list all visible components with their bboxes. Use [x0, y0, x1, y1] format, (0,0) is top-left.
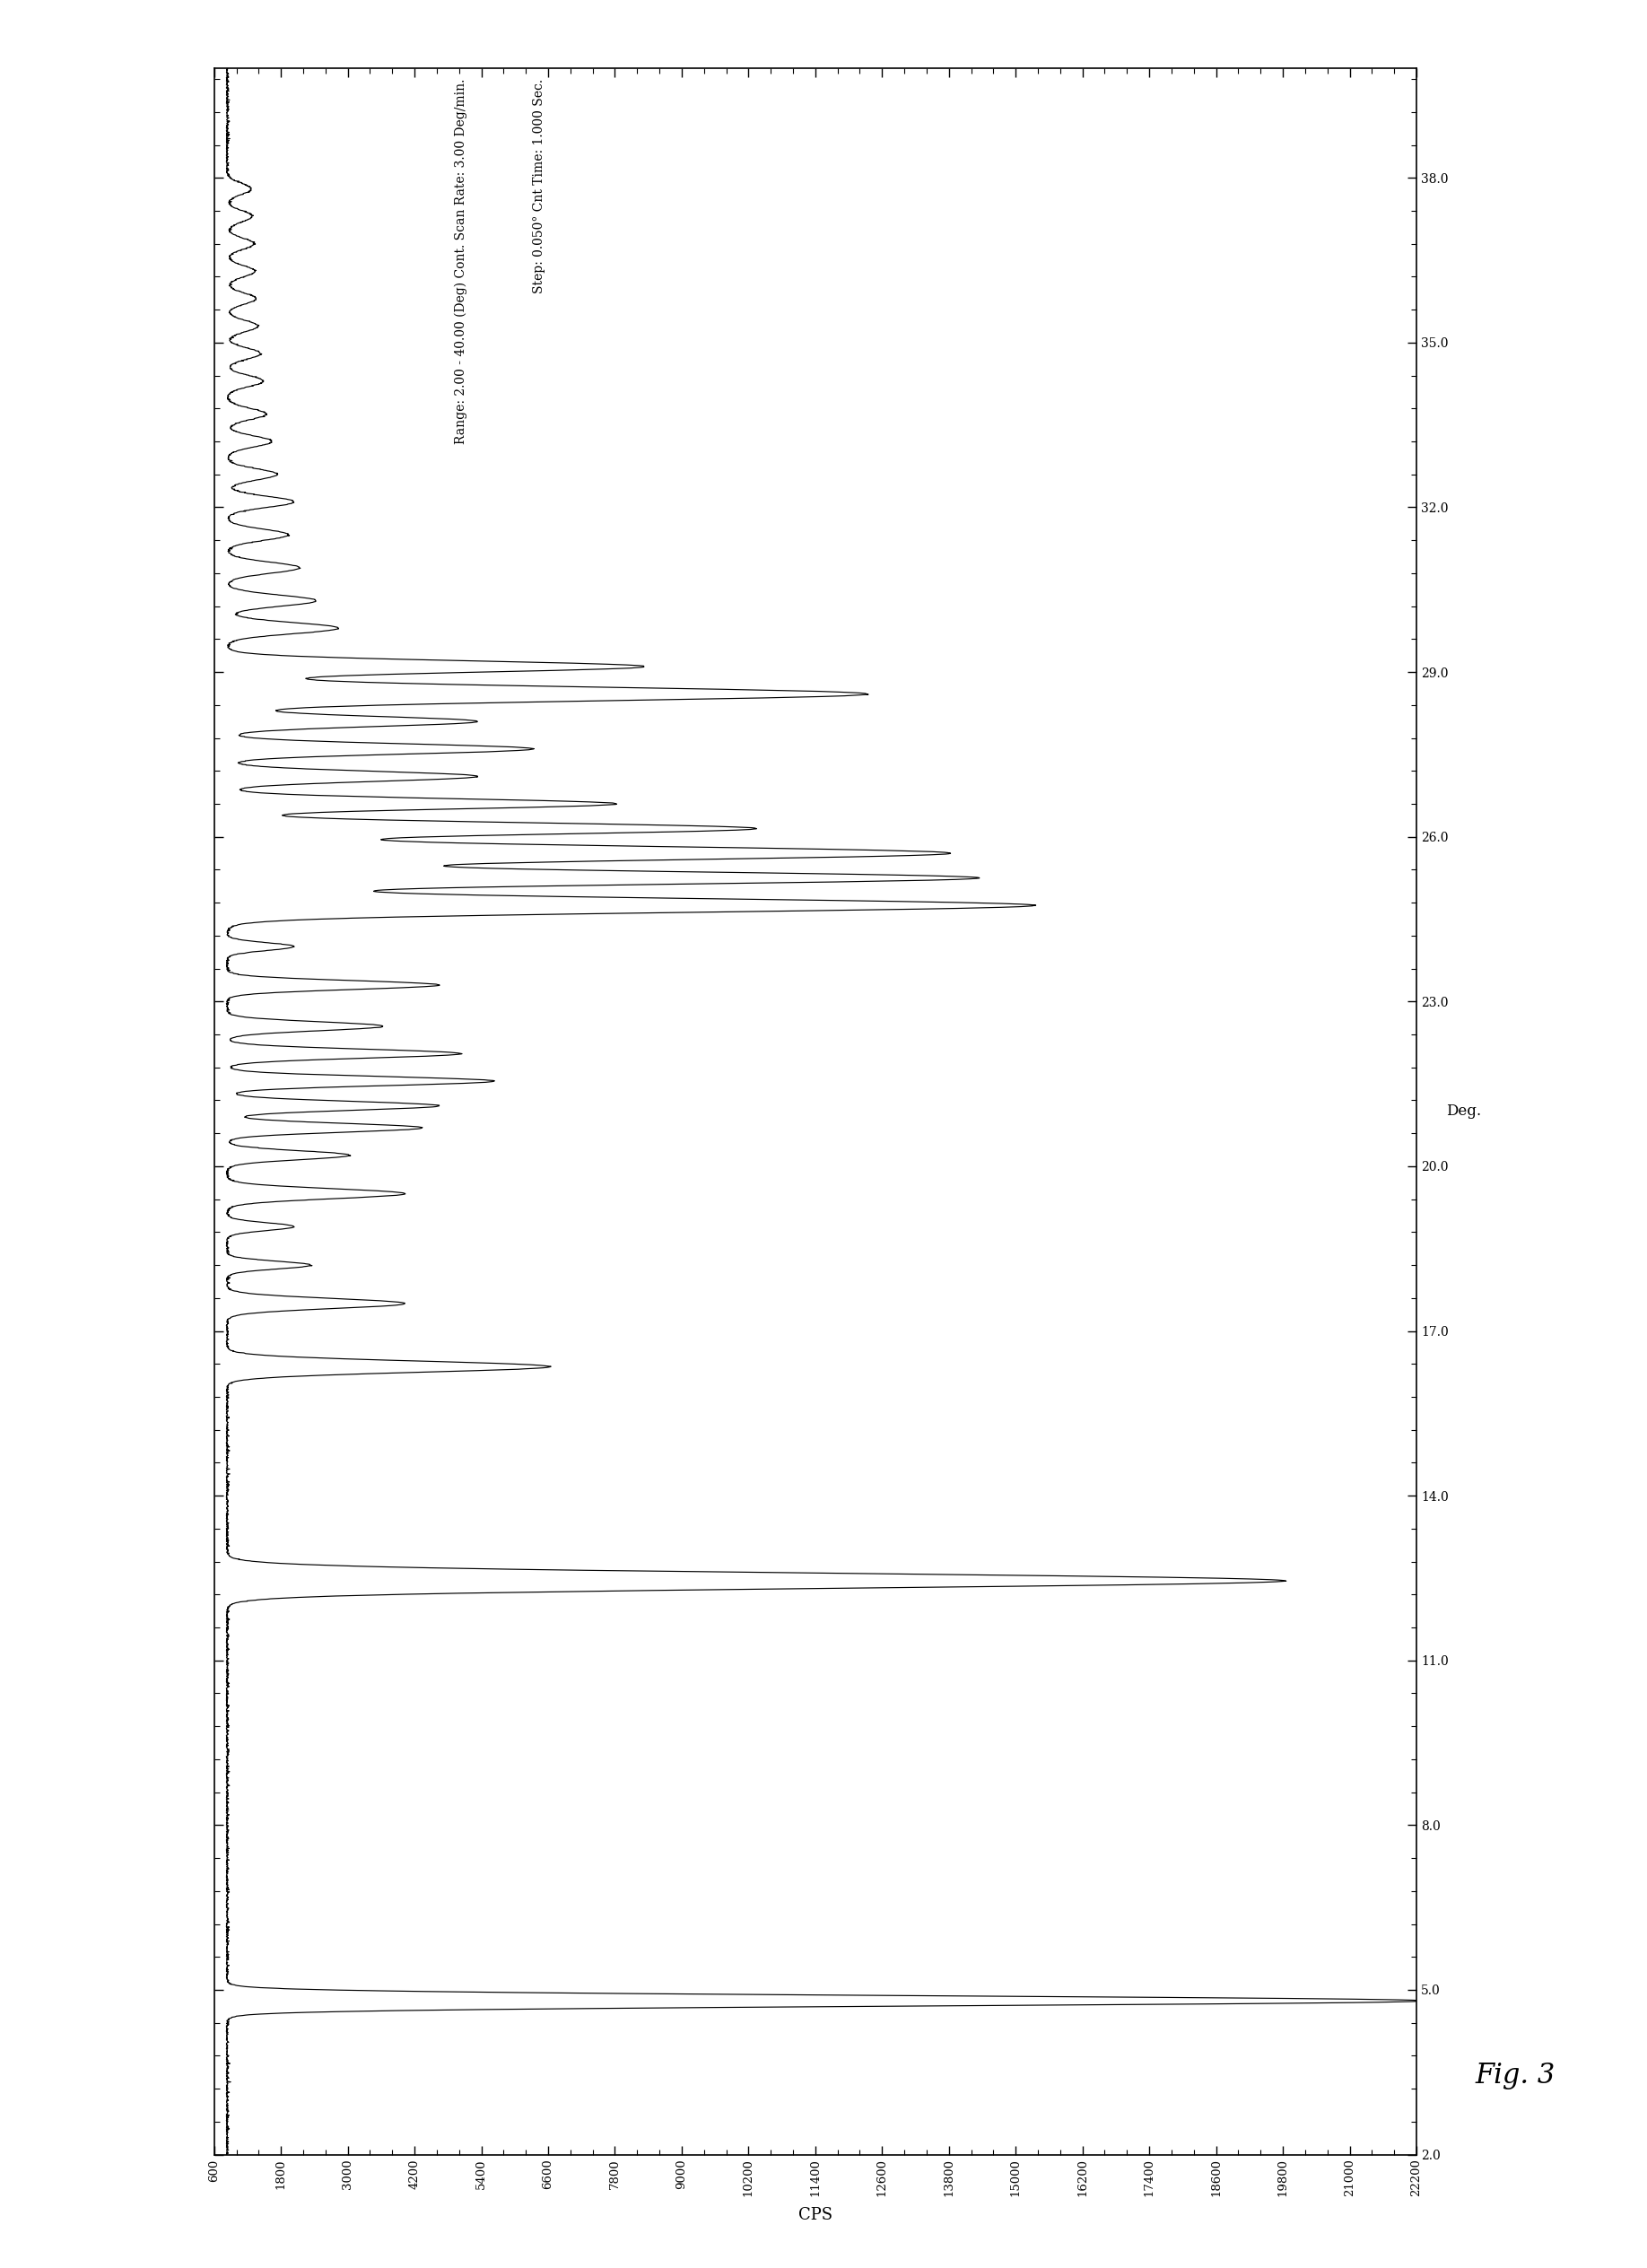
Y-axis label: Deg.: Deg. — [1446, 1105, 1481, 1118]
Text: Step: 0.050° Cnt Time: 1.000 Sec.: Step: 0.050° Cnt Time: 1.000 Sec. — [532, 79, 545, 293]
Text: Range: 2.00 - 40.00 (Deg) Cont. Scan Rate: 3.00 Deg/min.: Range: 2.00 - 40.00 (Deg) Cont. Scan Rat… — [455, 79, 468, 445]
X-axis label: CPS: CPS — [799, 2207, 832, 2223]
Text: Fig. 3: Fig. 3 — [1476, 2062, 1555, 2089]
